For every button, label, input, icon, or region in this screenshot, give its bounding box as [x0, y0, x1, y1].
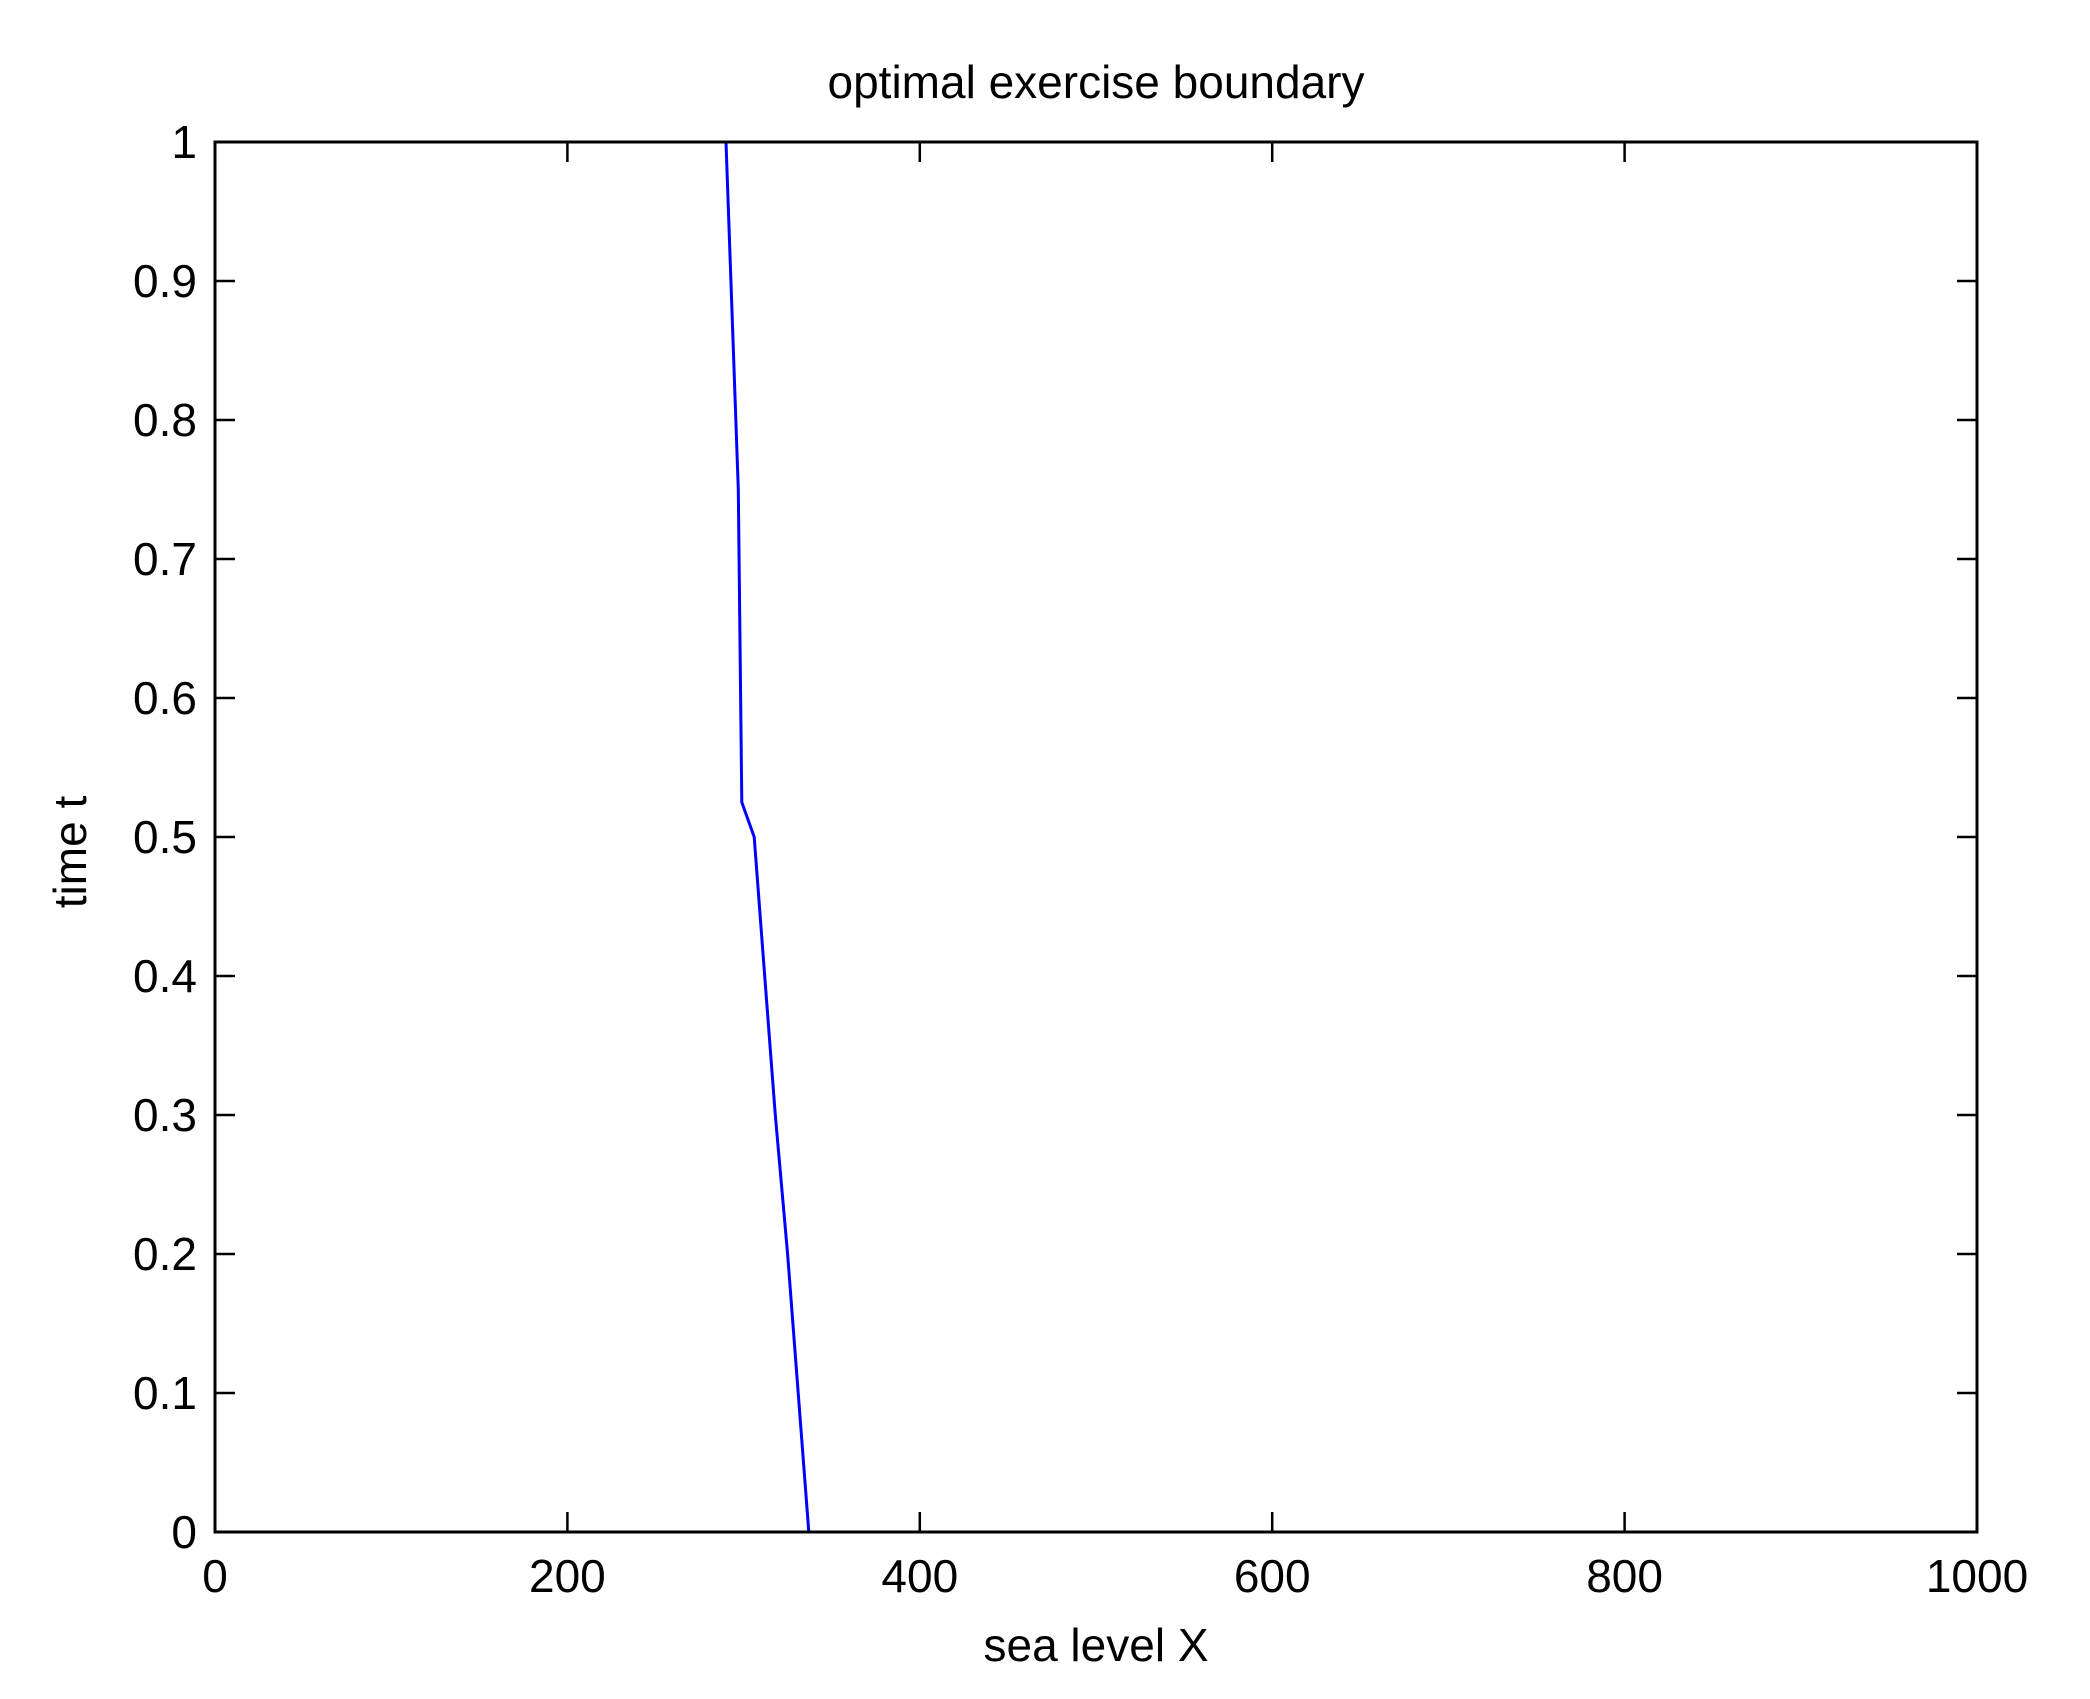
series-line-0 — [724, 141, 811, 1533]
chart-title: optimal exercise boundary — [828, 56, 1365, 108]
y-tick-label: 0.8 — [133, 394, 197, 446]
x-tick-label: 0 — [202, 1550, 228, 1602]
y-tick-label: 1 — [171, 116, 197, 168]
y-tick-label: 0.7 — [133, 533, 197, 585]
y-tick-label: 0.4 — [133, 950, 197, 1002]
y-tick-label: 0 — [171, 1506, 197, 1558]
x-tick-label: 1000 — [1926, 1550, 2028, 1602]
y-tick-label: 0.1 — [133, 1367, 197, 1419]
ticks-layer: 0 200 400 600 800 1000 0 0.1 0.2 0.3 0.4 0.5 0.6 0.7 0… — [133, 116, 2028, 1602]
x-tick-label: 600 — [1234, 1550, 1311, 1602]
x-axis-title: sea level X — [983, 1619, 1208, 1671]
y-tick-label: 0.3 — [133, 1089, 197, 1141]
x-tick-label: 200 — [529, 1550, 606, 1602]
plot-area-frame — [213, 140, 1979, 1534]
y-tick-label: 0.5 — [133, 811, 197, 863]
y-axis-title: time t — [44, 796, 96, 909]
y-tick-label: 0.9 — [133, 255, 197, 307]
y-tick-label: 0.2 — [133, 1228, 197, 1280]
y-tick-label: 0.6 — [133, 672, 197, 724]
x-tick-label: 400 — [881, 1550, 958, 1602]
series-layer — [724, 141, 811, 1533]
x-tick-label: 800 — [1586, 1550, 1663, 1602]
